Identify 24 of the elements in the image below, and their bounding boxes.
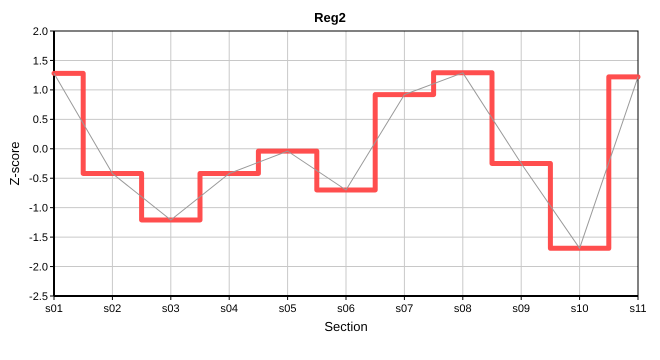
x-tick-label: s07 (396, 303, 414, 315)
y-axis-title: Z-score (7, 141, 22, 186)
x-tick-label: s01 (45, 303, 63, 315)
x-tick-label: s11 (630, 303, 646, 315)
y-tick-label: 0.0 (32, 144, 48, 156)
x-axis-title: Section (324, 319, 368, 334)
x-tick-label: s08 (454, 303, 472, 315)
y-tick-label: 1.5 (32, 55, 48, 68)
y-tick-label: 0.5 (32, 114, 48, 126)
y-tick-label: -1.0 (29, 202, 48, 215)
y-tick-label: -0.5 (29, 173, 48, 186)
x-tick-label: s09 (512, 303, 530, 315)
x-tick-label: s05 (278, 303, 296, 315)
y-tick-label: 2.0 (32, 26, 48, 38)
x-tick-label: s03 (162, 303, 180, 315)
y-tick-label: -2.0 (29, 261, 48, 274)
chart-title: Reg2 (314, 10, 346, 25)
y-tick-label: 1.0 (32, 84, 48, 97)
x-tick-label: s04 (220, 303, 238, 315)
x-tick-label: s10 (570, 303, 588, 315)
y-tick-label: -1.5 (29, 232, 48, 244)
x-tick-label: s02 (104, 303, 122, 315)
x-tick-label: s06 (337, 303, 355, 315)
y-tick-label: -2.5 (29, 290, 48, 303)
